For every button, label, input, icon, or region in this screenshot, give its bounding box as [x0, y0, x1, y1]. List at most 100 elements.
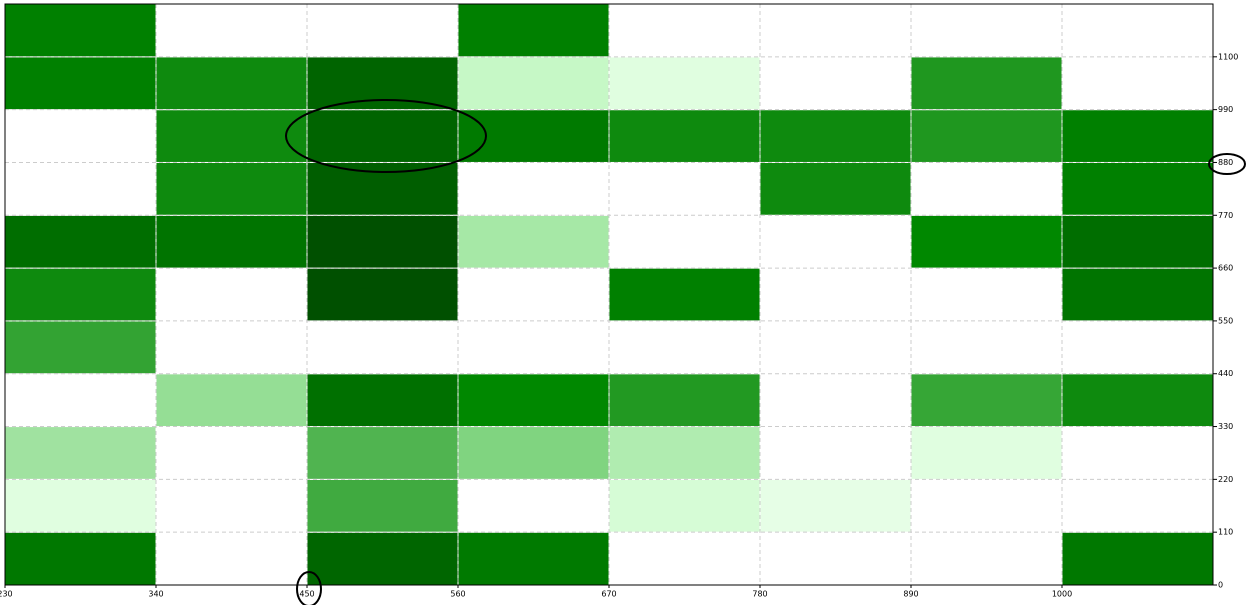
x-tick-label: 340 [148, 590, 163, 599]
heatmap-cell [155, 373, 308, 428]
heatmap-cell [759, 478, 912, 533]
heatmap-cell [155, 478, 308, 533]
heatmap-cell [306, 56, 459, 111]
heatmap-cell [4, 320, 157, 375]
heatmap-cell [306, 531, 459, 586]
heatmap-cell [306, 373, 459, 428]
heatmap-cell [910, 426, 1063, 480]
heatmap-cell [608, 109, 761, 163]
annotation-ellipse [1208, 153, 1246, 175]
heatmap-cell [759, 531, 912, 586]
heatmap-cell [457, 56, 610, 111]
y-tick-label: 330 [1218, 422, 1233, 431]
heatmap-cell [759, 426, 912, 480]
heatmap-cell [608, 56, 761, 111]
heatmap-cell [910, 373, 1063, 428]
heatmap-cell [759, 3, 912, 58]
y-tick-label: 990 [1218, 105, 1233, 114]
heatmap-cell [155, 214, 308, 269]
heatmap-cell [155, 56, 308, 111]
y-tick-label: 220 [1218, 475, 1233, 484]
heatmap-cell [1061, 478, 1214, 533]
heatmap-cell [457, 161, 610, 216]
heatmap-cell [910, 267, 1063, 322]
heatmap-cell [759, 320, 912, 375]
heatmap-cell [608, 161, 761, 216]
heatmap-cell [4, 267, 157, 322]
heatmap-cell [155, 426, 308, 480]
heatmap-cell [306, 3, 459, 58]
heatmap-cell [759, 161, 912, 216]
heatmap-cell [608, 214, 761, 269]
heatmap-cell [910, 109, 1063, 163]
heatmap-cell [457, 373, 610, 428]
heatmap-cell [457, 426, 610, 480]
y-tick-label: 1100 [1218, 52, 1238, 61]
heatmap-cell [306, 267, 459, 322]
heatmap-cell [4, 531, 157, 586]
heatmap-cell [457, 214, 610, 269]
heatmap-cell [306, 161, 459, 216]
heatmap-cell [1061, 426, 1214, 480]
heatmap-cell [1061, 531, 1214, 586]
heatmap-cell [457, 478, 610, 533]
x-tick-label: 450 [299, 590, 314, 599]
heatmap-cell [1061, 56, 1214, 111]
heatmap-cell [4, 56, 157, 111]
x-tick-label: 780 [752, 590, 767, 599]
heatmap-cell [759, 373, 912, 428]
heatmap-cell [910, 531, 1063, 586]
x-tick-label: 560 [450, 590, 465, 599]
heatmap-cell [4, 214, 157, 269]
heatmap-cell [608, 373, 761, 428]
y-tick-label: 880 [1218, 158, 1233, 167]
heatmap-cell [457, 531, 610, 586]
heatmap-cell [759, 56, 912, 111]
heatmap-cell [155, 161, 308, 216]
heatmap-cell [155, 320, 308, 375]
y-tick-label: 660 [1218, 264, 1233, 273]
heatmap-cell [4, 109, 157, 163]
x-tick-label: 670 [601, 590, 616, 599]
heatmap-cell [306, 426, 459, 480]
heatmap-cell [306, 109, 459, 163]
heatmap-cell [1061, 3, 1214, 58]
heatmap-cell [457, 267, 610, 322]
y-tick-label: 770 [1218, 211, 1233, 220]
heatmap-cell [4, 478, 157, 533]
heatmap-cell [4, 426, 157, 480]
heatmap-cell [1061, 320, 1214, 375]
heatmap-cell [457, 3, 610, 58]
heatmap-cell [759, 214, 912, 269]
annotation-ellipse [296, 571, 322, 605]
heatmap-cell [155, 3, 308, 58]
heatmap-cell [155, 109, 308, 163]
heatmap-cell [1061, 109, 1214, 163]
heatmap-cell [608, 267, 761, 322]
heatmap-cell [4, 373, 157, 428]
heatmap-cell [910, 3, 1063, 58]
heatmap-cell [608, 3, 761, 58]
x-tick-label: 230 [0, 590, 13, 599]
heatmap-cell [910, 478, 1063, 533]
heatmap-cell [608, 531, 761, 586]
annotation-ellipse [285, 99, 487, 173]
heatmap-cell [4, 161, 157, 216]
heatmap-cell [759, 109, 912, 163]
heatmap-cell [4, 3, 157, 58]
y-tick-label: 550 [1218, 316, 1233, 325]
heatmap-cell [457, 109, 610, 163]
y-tick-label: 0 [1218, 581, 1223, 590]
y-tick-label: 440 [1218, 369, 1233, 378]
heatmap-cell [1061, 214, 1214, 269]
y-tick-label: 110 [1218, 528, 1233, 537]
heatmap-cell [1061, 267, 1214, 322]
heatmap-cell [155, 267, 308, 322]
heatmap-cell [457, 320, 610, 375]
heatmap-cell [910, 320, 1063, 375]
heatmap-cell [910, 56, 1063, 111]
heatmap-cell [608, 478, 761, 533]
heatmap-cell [306, 214, 459, 269]
heatmap-cell [1061, 161, 1214, 216]
